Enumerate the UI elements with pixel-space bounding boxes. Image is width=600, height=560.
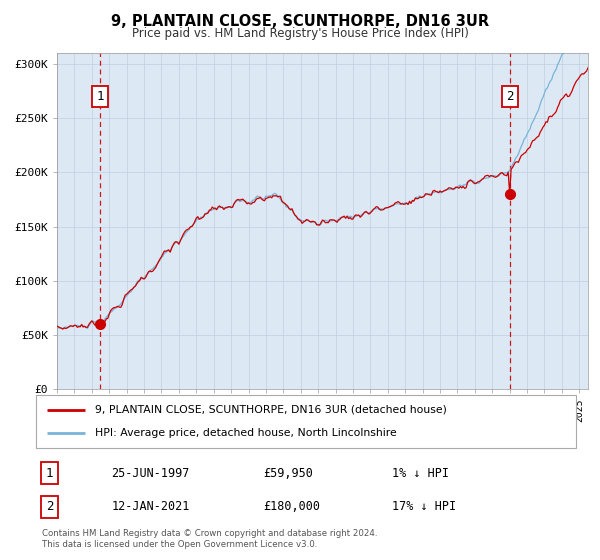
Text: 9, PLANTAIN CLOSE, SCUNTHORPE, DN16 3UR: 9, PLANTAIN CLOSE, SCUNTHORPE, DN16 3UR bbox=[111, 14, 489, 29]
Text: £180,000: £180,000 bbox=[263, 500, 320, 514]
Text: 1: 1 bbox=[97, 90, 104, 103]
Text: 2: 2 bbox=[46, 500, 53, 514]
Text: 17% ↓ HPI: 17% ↓ HPI bbox=[392, 500, 457, 514]
Text: 2: 2 bbox=[506, 90, 514, 103]
Text: Contains HM Land Registry data © Crown copyright and database right 2024.: Contains HM Land Registry data © Crown c… bbox=[42, 529, 377, 538]
Text: 25-JUN-1997: 25-JUN-1997 bbox=[112, 466, 190, 480]
Text: This data is licensed under the Open Government Licence v3.0.: This data is licensed under the Open Gov… bbox=[42, 540, 317, 549]
Text: HPI: Average price, detached house, North Lincolnshire: HPI: Average price, detached house, Nort… bbox=[95, 428, 397, 438]
FancyBboxPatch shape bbox=[36, 395, 576, 448]
Text: 1: 1 bbox=[46, 466, 53, 480]
Text: 9, PLANTAIN CLOSE, SCUNTHORPE, DN16 3UR (detached house): 9, PLANTAIN CLOSE, SCUNTHORPE, DN16 3UR … bbox=[95, 405, 447, 415]
Text: 1% ↓ HPI: 1% ↓ HPI bbox=[392, 466, 449, 480]
Text: £59,950: £59,950 bbox=[263, 466, 313, 480]
Text: Price paid vs. HM Land Registry's House Price Index (HPI): Price paid vs. HM Land Registry's House … bbox=[131, 27, 469, 40]
Text: 12-JAN-2021: 12-JAN-2021 bbox=[112, 500, 190, 514]
